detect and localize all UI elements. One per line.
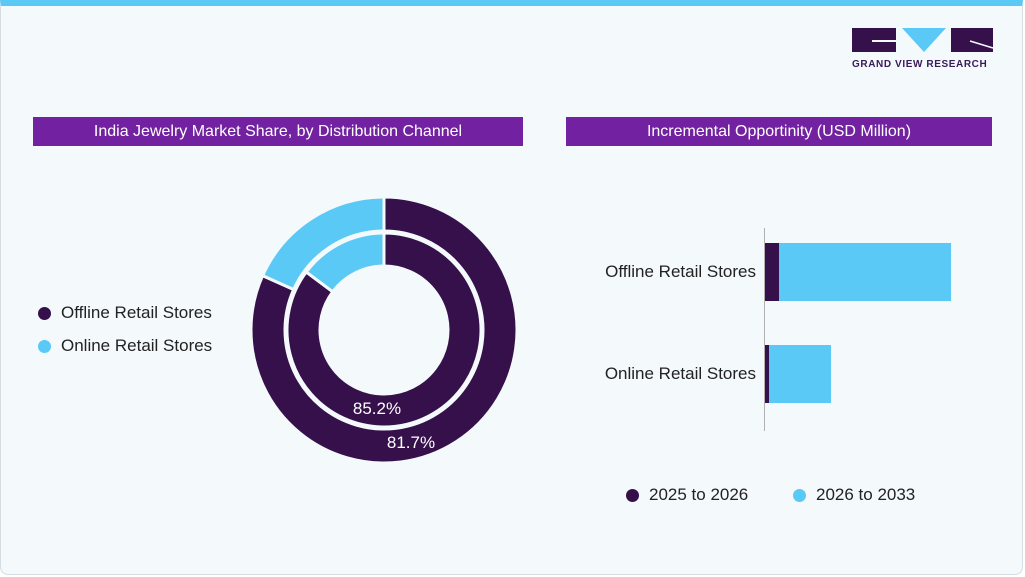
legend-2026-2033: 2026 to 2033 xyxy=(793,485,915,505)
donut-outer-slice-0 xyxy=(249,195,519,465)
legend-label: 2026 to 2033 xyxy=(816,485,916,504)
legend-2025-2026: 2025 to 2026 xyxy=(626,485,748,505)
inner-ring-label: 85.2% xyxy=(353,399,401,418)
legend-dot-2025 xyxy=(626,488,639,502)
legend-label: Offline Retail Stores xyxy=(61,303,212,322)
legend-dot-offline xyxy=(38,306,51,320)
legend-dot-2026 xyxy=(793,488,806,502)
donut-chart-title: India Jewelry Market Share, by Distribut… xyxy=(33,117,523,146)
legend-label: 2025 to 2026 xyxy=(649,485,749,504)
outer-ring-label: 81.7% xyxy=(387,433,435,452)
bar-category-online: Online Retail Stores xyxy=(604,364,756,383)
donut-inner-slice-0 xyxy=(285,231,483,429)
legend-dot-online xyxy=(38,339,51,353)
logo-text: GRAND VIEW RESEARCH xyxy=(852,59,988,70)
donut-outer-slice-1 xyxy=(260,195,386,292)
legend-offline: Offline Retail Stores xyxy=(38,303,212,323)
grand-view-research-logo xyxy=(852,28,994,52)
bar-chart-title: Incremental Opportinity (USD Million) xyxy=(566,117,992,146)
donut-inner-slice-1 xyxy=(304,231,386,294)
legend-online: Online Retail Stores xyxy=(38,336,212,356)
legend-label: Online Retail Stores xyxy=(61,336,213,355)
bar-category-offline: Offline Retail Stores xyxy=(605,262,756,281)
